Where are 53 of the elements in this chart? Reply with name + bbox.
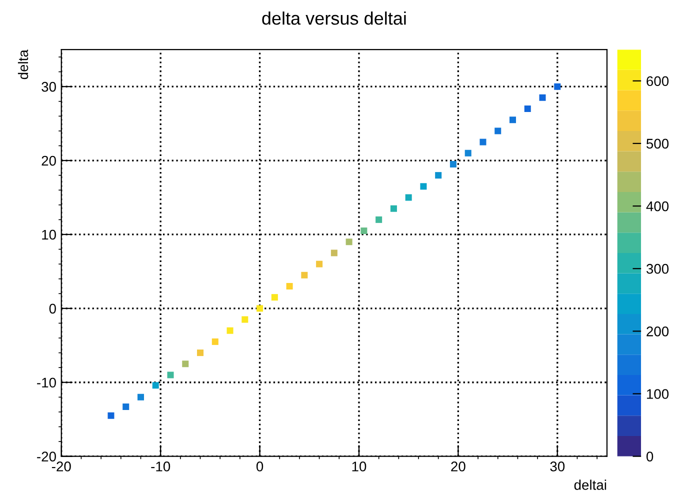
point (435, 172, 442, 179)
point (554, 83, 561, 90)
point (212, 338, 218, 345)
y-tick-label: -20 (37, 452, 56, 462)
point (226, 327, 234, 334)
color-bar-label: 200 (646, 326, 669, 336)
point (301, 272, 308, 278)
point (346, 238, 352, 246)
x-tick-label: 10 (352, 462, 366, 472)
color-bar-label: 400 (646, 201, 669, 212)
point (256, 305, 264, 312)
point (376, 216, 382, 223)
y-tick-label: 30 (42, 82, 56, 92)
color-bar-label: 100 (647, 389, 669, 399)
point (108, 412, 114, 419)
point (152, 382, 159, 389)
point (360, 228, 368, 234)
x-tick-label: 20 (451, 462, 466, 472)
color-bar-label: 300 (646, 264, 669, 274)
point (167, 372, 174, 378)
point (182, 360, 189, 368)
point (464, 150, 472, 156)
y-axis-title: delta (18, 50, 28, 80)
x-axis-title: deltai (574, 480, 606, 490)
y-tick-label: 10 (42, 230, 56, 240)
point (450, 160, 456, 168)
point (330, 250, 338, 256)
chart-title: delta versus deltai (262, 12, 406, 25)
y-tick-label: 20 (42, 156, 56, 166)
y-tick-label: -10 (37, 378, 56, 388)
point (390, 205, 397, 212)
point (405, 194, 412, 201)
y-tick-label: 0 (49, 304, 56, 314)
color-bar-label: 600 (646, 76, 669, 86)
x-tick-label: 30 (550, 462, 565, 472)
point (286, 282, 293, 290)
point (197, 350, 204, 356)
point (242, 316, 248, 323)
point (494, 128, 502, 134)
point (316, 260, 323, 268)
point (539, 94, 546, 101)
color-bar-label: 0 (646, 452, 654, 462)
point (122, 404, 130, 410)
point (420, 183, 427, 190)
point (480, 138, 486, 146)
point (271, 294, 278, 301)
x-tick-label: -10 (151, 462, 170, 472)
x-tick-label: 0 (256, 462, 264, 472)
x-tick-label: -20 (52, 462, 71, 472)
point (509, 116, 516, 124)
point (524, 106, 531, 112)
point (137, 394, 144, 400)
color-bar-label: 500 (646, 138, 669, 149)
